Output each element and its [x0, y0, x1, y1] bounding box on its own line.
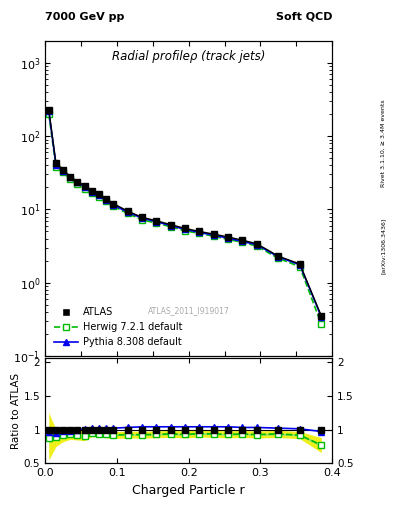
Text: Soft QCD: Soft QCD: [275, 11, 332, 22]
Legend: ATLAS, Herwig 7.2.1 default, Pythia 8.308 default: ATLAS, Herwig 7.2.1 default, Pythia 8.30…: [50, 304, 187, 351]
Text: [arXiv:1306.3436]: [arXiv:1306.3436]: [381, 218, 386, 274]
Text: Radial profileρ (track jets): Radial profileρ (track jets): [112, 50, 265, 63]
X-axis label: Charged Particle r: Charged Particle r: [132, 484, 245, 497]
Y-axis label: Ratio to ATLAS: Ratio to ATLAS: [11, 373, 21, 449]
Text: 7000 GeV pp: 7000 GeV pp: [45, 11, 125, 22]
Text: Rivet 3.1.10, ≥ 3.4M events: Rivet 3.1.10, ≥ 3.4M events: [381, 99, 386, 187]
Text: ATLAS_2011_I919017: ATLAS_2011_I919017: [148, 306, 230, 315]
